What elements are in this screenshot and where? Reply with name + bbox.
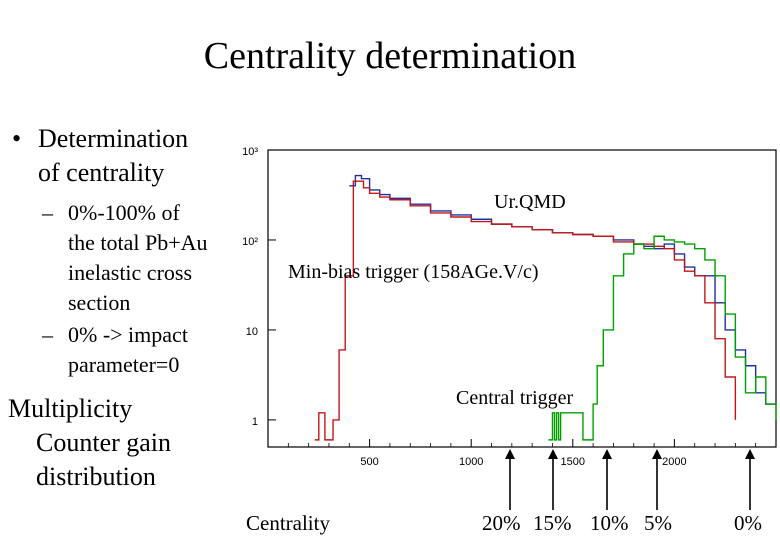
- sub2-line-2: parameter=0: [68, 352, 180, 377]
- series-layer: [314, 174, 777, 441]
- lower-line-2: Counter gain: [36, 428, 172, 457]
- y-tick-label: 10: [246, 326, 258, 338]
- percent-10: 10%: [590, 511, 629, 535]
- minbias-label: Min-bias trigger (158AGe.V/c): [288, 261, 539, 283]
- y-tick-label: 10²: [242, 236, 258, 248]
- bullet-determination: • Determination of centrality: [12, 122, 189, 190]
- centrality-arrows: [505, 449, 755, 510]
- urqmd-label: Ur.QMD: [494, 191, 566, 213]
- sub-bullet-range: – 0%-100% of the total Pb+Au inelastic c…: [42, 198, 208, 318]
- lower-line-1: Multiplicity: [8, 394, 133, 423]
- x-tick-label-500: 500: [360, 456, 378, 468]
- sub-bullet-impact: – 0% -> impact parameter=0: [42, 320, 188, 380]
- y-tick-label: 1: [252, 416, 258, 428]
- sub1-line-4: section: [68, 290, 131, 315]
- percent-20: 20%: [482, 511, 521, 535]
- arrow-head-icon-2: [602, 449, 612, 459]
- dash-icon: –: [42, 322, 53, 347]
- bullet-line-2: of centrality: [38, 158, 165, 187]
- sub1-line-1: 0%-100% of: [68, 200, 180, 225]
- percent-15: 15%: [533, 511, 572, 535]
- x-tick-label-1000: 1000: [459, 456, 483, 468]
- x-tick-label-1500: 1500: [561, 456, 585, 468]
- percent-5: 5%: [644, 511, 672, 535]
- sub2-line-1: 0% -> impact: [68, 322, 188, 347]
- axis-ticks: 500 1000 1500 2000 10³ 10² 10 1: [242, 146, 757, 468]
- arrow-head-icon-4: [745, 449, 755, 459]
- arrow-head-icon-3: [652, 449, 662, 459]
- x-tick-label-2000: 2000: [662, 456, 686, 468]
- central-trigger-series: [548, 235, 777, 441]
- percent-0: 0%: [734, 511, 762, 535]
- dash-icon: –: [42, 200, 53, 225]
- slide-title: Centrality determination: [203, 35, 577, 77]
- lower-line-3: distribution: [36, 462, 156, 491]
- central-trigger-label: Central trigger: [456, 387, 574, 409]
- sub1-line-3: inelastic cross: [68, 260, 193, 285]
- bullet-dot-icon: •: [12, 124, 22, 153]
- sub1-line-2: the total Pb+Au: [68, 230, 208, 255]
- centrality-label: Centrality: [246, 511, 330, 535]
- arrow-head-icon-0: [505, 449, 515, 459]
- arrow-head-icon-1: [548, 449, 558, 459]
- y-tick-label: 10³: [242, 146, 258, 158]
- plot-frame: [267, 149, 777, 448]
- multiplicity-text: Multiplicity Counter gain distribution: [8, 392, 171, 494]
- minbias-series: [314, 180, 737, 441]
- bullet-line-1: Determination: [38, 124, 189, 153]
